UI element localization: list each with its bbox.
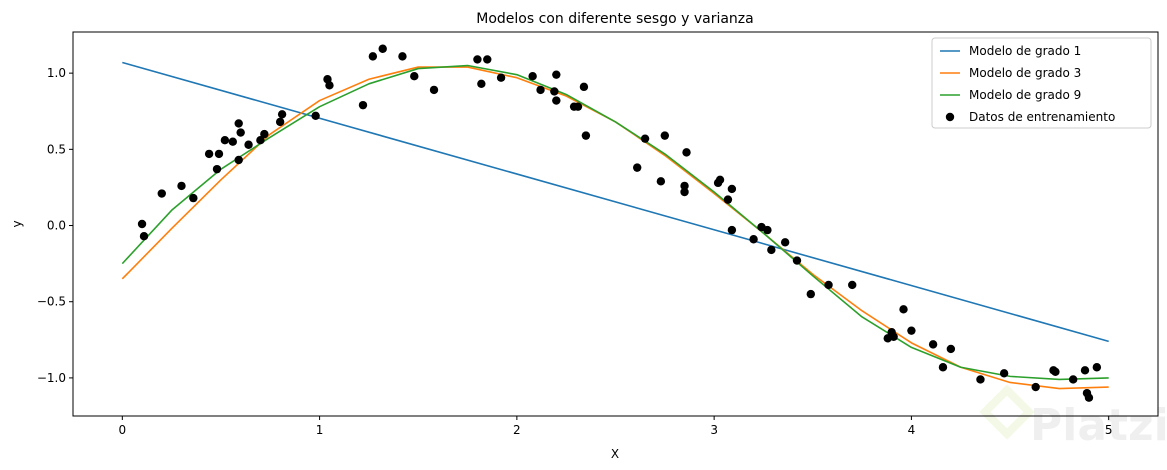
data-point — [660, 131, 670, 140]
data-point — [1068, 375, 1078, 384]
data-point — [228, 137, 237, 146]
chart-title: Modelos con diferente sesgo y varianza — [476, 11, 753, 27]
data-point — [189, 193, 198, 203]
y-tick-label: 1.0 — [47, 66, 66, 80]
data-point — [536, 85, 545, 95]
data-point — [1051, 367, 1060, 377]
data-point — [1031, 382, 1040, 392]
data-point — [763, 225, 772, 235]
data-point — [656, 177, 666, 186]
data-point — [573, 102, 583, 111]
y-axis-label: y — [10, 220, 24, 227]
watermark-text: Platzi — [1030, 400, 1167, 451]
data-point — [723, 195, 733, 204]
data-point — [581, 131, 591, 140]
data-point — [429, 85, 439, 95]
data-point — [550, 87, 559, 96]
data-point — [277, 110, 287, 119]
data-point — [358, 100, 368, 110]
plot-frame — [72, 31, 1159, 417]
data-point — [212, 164, 222, 174]
data-point — [749, 235, 758, 244]
y-tick-label: −0.5 — [37, 295, 66, 309]
data-point — [682, 148, 691, 157]
data-point — [1092, 363, 1102, 372]
data-point — [236, 128, 245, 137]
data-point — [1080, 366, 1090, 375]
x-axis-label: X — [611, 447, 619, 461]
data-point — [848, 280, 857, 290]
data-point — [976, 375, 985, 384]
data-point — [640, 134, 650, 143]
series-line-3 — [121, 64, 1109, 381]
legend: Modelo de grado 1 Modelo de grado 3 Modelo… — [931, 37, 1152, 129]
data-point — [899, 305, 908, 314]
data-point — [552, 96, 561, 105]
data-point — [727, 225, 737, 235]
data-point — [275, 117, 285, 127]
data-point — [256, 135, 265, 145]
data-point — [767, 245, 776, 255]
data-point — [938, 363, 948, 372]
data-point — [234, 155, 243, 165]
data-point — [311, 111, 320, 121]
data-point — [946, 344, 956, 354]
data-point — [214, 149, 224, 159]
data-point — [806, 289, 815, 299]
data-point — [137, 219, 147, 229]
data-point — [260, 129, 269, 139]
data-point — [139, 231, 149, 241]
legend-label: Datos de entrenamiento — [969, 110, 1115, 124]
data-point — [824, 280, 833, 290]
data-point — [727, 184, 737, 194]
data-point — [234, 119, 243, 128]
data-point — [473, 55, 482, 64]
data-point — [928, 340, 938, 349]
data-point — [477, 79, 486, 89]
data-point — [999, 369, 1009, 378]
x-tick-label: 2 — [513, 423, 521, 437]
data-point — [780, 238, 790, 247]
legend-label: Modelo de grado 9 — [969, 88, 1081, 102]
data-point — [410, 71, 419, 81]
x-tick-label: 3 — [710, 423, 718, 437]
data-point — [907, 326, 916, 335]
series-line-1 — [122, 61, 1109, 343]
data-point — [633, 163, 642, 172]
data-point — [680, 181, 689, 191]
legend-box — [931, 37, 1152, 129]
x-tick-label: 5 — [1105, 423, 1113, 437]
data-point — [220, 135, 230, 145]
data-point — [1084, 393, 1094, 402]
x-tick-label: 4 — [908, 423, 916, 437]
data-point — [680, 187, 689, 197]
data-point — [552, 70, 561, 79]
data-point — [483, 55, 492, 64]
data-point — [204, 149, 214, 159]
data-point — [579, 82, 589, 92]
data-point — [792, 256, 802, 265]
data-point — [368, 52, 378, 61]
data-point — [889, 332, 898, 341]
data-point — [177, 181, 186, 191]
data-point — [378, 44, 387, 53]
x-tick-label: 1 — [316, 423, 324, 437]
data-point — [325, 81, 334, 90]
y-tick-label: 0.5 — [47, 142, 66, 156]
data-point — [528, 71, 537, 81]
legend-label: Modelo de grado 3 — [969, 66, 1081, 80]
data-point — [715, 175, 725, 185]
legend-label: Modelo de grado 1 — [969, 44, 1081, 58]
data-point — [398, 52, 407, 61]
data-point — [157, 189, 166, 198]
platzi-watermark: Platzi — [979, 384, 1167, 451]
y-tick-label: 0.0 — [47, 219, 66, 233]
data-point — [244, 140, 253, 149]
x-tick-label: 0 — [118, 423, 126, 437]
y-tick-label: −1.0 — [37, 371, 66, 385]
legend-swatch — [945, 112, 955, 122]
data-point — [496, 73, 506, 82]
